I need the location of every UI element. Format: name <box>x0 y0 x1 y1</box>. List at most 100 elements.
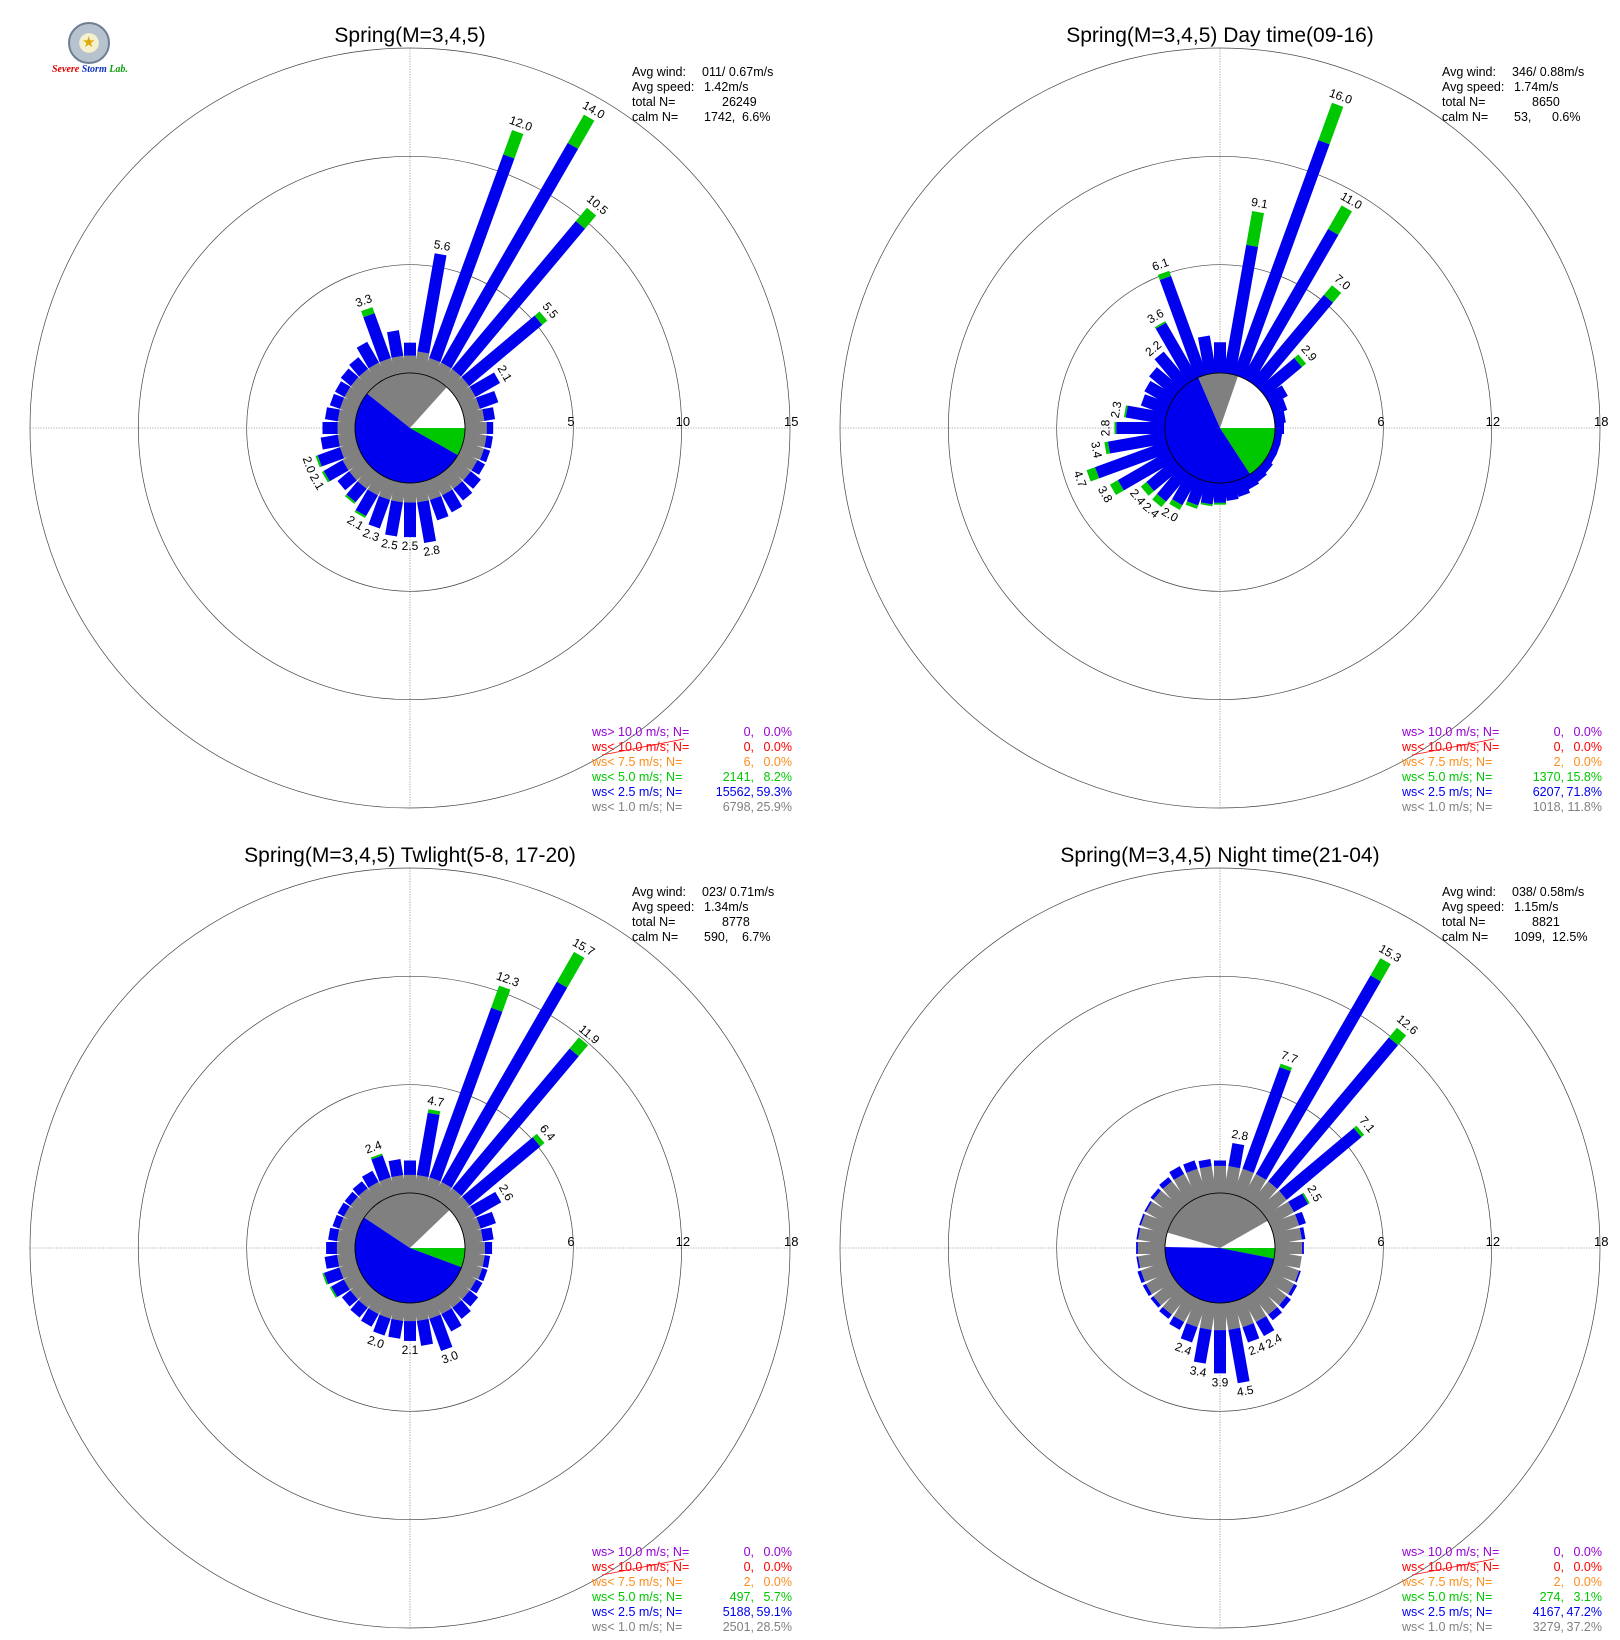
direction-bar <box>326 1242 355 1254</box>
legend-label: ws< 1.0 m/s; N= <box>591 1620 682 1634</box>
direction-bars: 2.87.715.312.67.12.52.42.44.53.93.42.4 <box>1136 941 1421 1399</box>
bar-total-label: 3.3 <box>353 291 374 310</box>
bar-segment-lt5 <box>1214 502 1226 505</box>
bar-segment-lt2_5 <box>349 357 369 377</box>
calm-n-label: calm N= <box>632 930 678 944</box>
bar-segment-lt1 <box>413 1301 429 1321</box>
calm-pie <box>1164 1192 1276 1304</box>
bar-segment-lt2_5 <box>346 481 367 503</box>
legend-percent: 37.2% <box>1567 1620 1602 1634</box>
bar-segment-lt5 <box>503 129 524 159</box>
chart-title: Spring(M=3,4,5) Day time(09-16) <box>1066 24 1374 47</box>
range-ring <box>137 975 683 1521</box>
lab-logo: Severe Storm Lab. <box>52 22 142 82</box>
bar-segment-lt2_5 <box>1150 1296 1161 1308</box>
bar-segment-lt1 <box>1145 1201 1176 1226</box>
speed-legend: ws> 10.0 m/s; N= 0, 0.0% ws< 10.0 m/s; N= 0,… <box>591 1545 792 1634</box>
bar-segment-lt2_5 <box>484 1242 493 1254</box>
bar-segment-lt2_5 <box>337 1202 350 1217</box>
direction-bar <box>1150 1278 1182 1308</box>
bar-segment-lt1 <box>1145 1270 1176 1295</box>
bar-total-label: 3.4 <box>1088 440 1105 459</box>
legend-percent: 3.1% <box>1574 1590 1603 1604</box>
direction-bar <box>349 357 380 390</box>
direction-bar <box>1214 342 1226 373</box>
bar-segment-lt2_5 <box>441 1308 462 1332</box>
legend-label: ws< 2.5 m/s; N= <box>1401 785 1492 799</box>
legend-count: 274, <box>1540 1590 1564 1604</box>
direction-bar <box>1273 410 1286 425</box>
direction-bar <box>1185 477 1207 509</box>
legend-label: ws< 1.0 m/s; N= <box>591 800 682 814</box>
legend-percent: 0.0% <box>1574 1545 1603 1559</box>
legend-label: ws> 10.0 m/s; N= <box>591 1545 689 1559</box>
calm-outline <box>354 1192 466 1304</box>
direction-bars: 4.712.315.711.96.42.63.02.12.02.4 <box>322 935 603 1367</box>
direction-bar: 4.5 <box>1223 1301 1255 1400</box>
legend-percent: 0.0% <box>1574 740 1603 754</box>
ring-label: 5 <box>567 414 574 429</box>
direction-bar <box>1144 1200 1176 1226</box>
bar-total-label: 9.1 <box>1250 195 1269 212</box>
bar-segment-lt2_5 <box>1288 1283 1298 1297</box>
direction-bar <box>388 1159 407 1195</box>
bar-segment-lt1 <box>391 1175 407 1195</box>
direction-bar <box>322 422 355 434</box>
direction-bar: 2.5 <box>380 481 407 553</box>
bar-segment-lt2_5 <box>1193 1327 1212 1364</box>
bar-segment-lt2_5 <box>1275 422 1285 434</box>
bar-segment-lt1 <box>1214 1303 1226 1331</box>
direction-bar <box>1137 1261 1171 1283</box>
range-ring <box>137 155 683 701</box>
bar-total-label: 4.7 <box>1071 469 1090 490</box>
legend-count: 6, <box>744 755 754 769</box>
calm-slice-lt5 <box>1220 1248 1275 1259</box>
bar-segment-lt1 <box>1269 1261 1300 1282</box>
bar-segment-lt2_5 <box>388 1318 404 1339</box>
legend-percent: 0.0% <box>1574 725 1603 739</box>
bar-segment-lt2_5 <box>1302 1242 1304 1254</box>
avg-wind-value: 346/ 0.88m/s <box>1512 65 1584 79</box>
calm-slice-lt1 <box>1198 373 1239 428</box>
bar-segment-lt5 <box>1200 502 1213 507</box>
legend-label: ws> 10.0 m/s; N= <box>1401 1545 1499 1559</box>
legend-label: ws< 10.0 m/s; N= <box>591 1560 689 1574</box>
bar-segment-lt1 <box>358 1286 380 1308</box>
bar-segment-lt2_5 <box>1268 1037 1399 1189</box>
calm-slice-lt1 <box>364 1193 450 1248</box>
calm-outline <box>354 372 466 484</box>
bar-segment-lt1 <box>1242 1173 1267 1204</box>
legend-percent: 0.0% <box>1574 1575 1603 1589</box>
bar-segment-lt2_5 <box>328 1227 340 1242</box>
legend-percent: 59.3% <box>757 785 792 799</box>
ring-label: 18 <box>1594 1234 1608 1249</box>
bar-segment-lt5 <box>556 951 585 988</box>
bar-segment-lt2_5 <box>1214 342 1226 373</box>
avg-speed-value: 1.34m/s <box>704 900 748 914</box>
bar-total-label: 4.5 <box>1236 1383 1255 1400</box>
legend-percent: 8.2% <box>764 770 793 784</box>
avg-wind-label: Avg wind: <box>632 885 686 899</box>
calm-n-value: 0.6% <box>1552 110 1581 124</box>
calm-n-label: calm N= <box>632 110 678 124</box>
direction-bar <box>1150 1188 1182 1218</box>
bar-segment-lt2_5 <box>1197 335 1217 375</box>
legend-strike-line <box>1411 738 1495 756</box>
bar-segment-lt5 <box>370 1153 383 1160</box>
bar-total-label: 2.4 <box>363 1138 384 1157</box>
direction-bar <box>404 1160 416 1193</box>
bar-segment-lt1 <box>440 1188 462 1210</box>
bar-segment-lt1 <box>342 450 366 471</box>
range-ring <box>947 975 1493 1521</box>
legend-percent: 0.0% <box>1574 755 1603 769</box>
bar-segment-lt2_5 <box>388 1159 404 1178</box>
bar-segment-lt5 <box>1109 480 1124 495</box>
bar-segment-lt2_5 <box>1233 140 1330 379</box>
bar-segment-lt1 <box>454 1270 477 1290</box>
direction-bar <box>387 330 407 375</box>
bar-segment-lt5 <box>1185 501 1199 509</box>
direction-bar <box>454 1270 483 1294</box>
legend-count: 4167, <box>1533 1605 1564 1619</box>
bar-total-label: 2.5 <box>402 539 419 553</box>
bar-segment-lt2_5 <box>1255 1316 1275 1337</box>
